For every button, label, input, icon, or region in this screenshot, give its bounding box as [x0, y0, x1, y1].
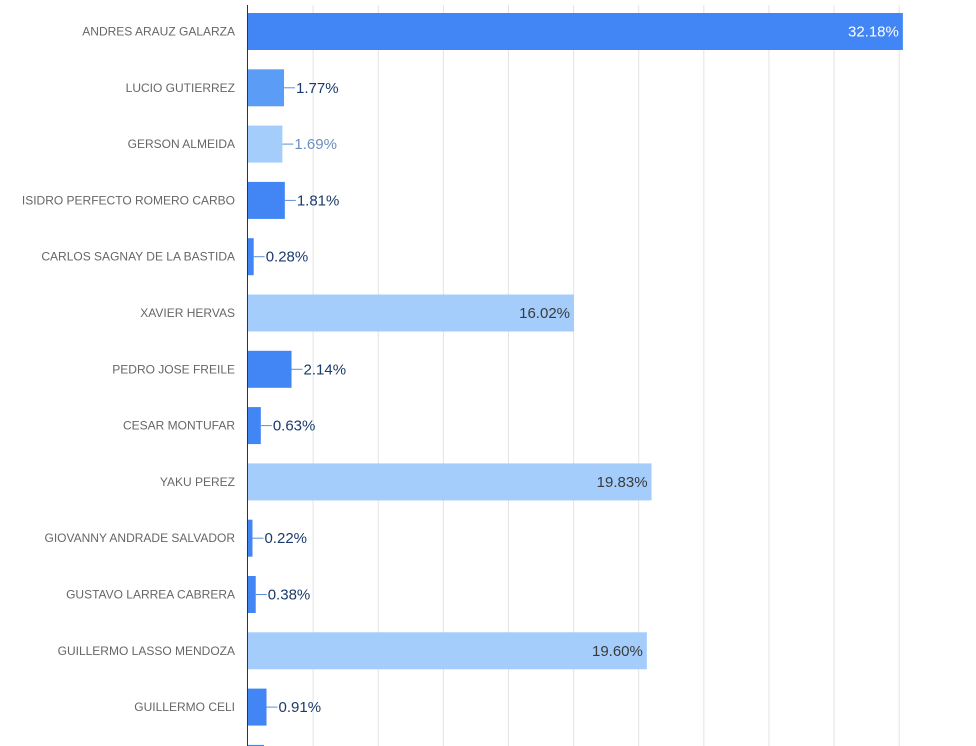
bar-1: [248, 69, 285, 107]
value-label-6: 2.14%: [304, 361, 347, 378]
category-label-12: GUILLERMO CELI: [134, 700, 235, 714]
category-labels: ANDRES ARAUZ GALARZA LUCIO GUTIERREZ GERSO…: [22, 25, 235, 715]
value-label-12: 0.91%: [279, 699, 322, 716]
value-label-1: 1.77%: [296, 80, 339, 97]
value-label-9: 0.22%: [264, 530, 307, 547]
value-label-11: 19.60%: [592, 643, 643, 660]
category-label-4: CARLOS SAGNAY DE LA BASTIDA: [41, 250, 235, 264]
value-label-2: 1.69%: [294, 136, 337, 153]
value-label-8: 19.83%: [597, 474, 648, 491]
value-labels: 32.18% 1.77% 1.69% 1.81% 0.28% 16.02% 2.14% 0.6…: [252, 24, 899, 716]
bar-partial: [248, 744, 264, 746]
gridlines: [312, 5, 900, 746]
bar-10: [248, 576, 256, 613]
category-label-9: GIOVANNY ANDRADE SALVADOR: [45, 531, 236, 545]
value-label-4: 0.28%: [266, 249, 309, 266]
bar-8: [248, 463, 652, 501]
bar-11: [248, 632, 647, 670]
category-label-11: GUILLERMO LASSO MENDOZA: [58, 644, 235, 658]
bar-12: [248, 688, 267, 726]
value-label-10: 0.38%: [268, 587, 311, 604]
value-label-5: 16.02%: [519, 305, 570, 322]
bar-6: [248, 350, 292, 388]
category-label-7: CESAR MONTUFAR: [123, 419, 235, 433]
category-label-6: PEDRO JOSE FREILE: [112, 362, 235, 376]
category-label-5: XAVIER HERVAS: [140, 306, 235, 320]
bar-3: [248, 181, 285, 219]
value-label-7: 0.63%: [273, 418, 316, 435]
bar-5: [248, 294, 575, 332]
category-label-3: ISIDRO PERFECTO ROMERO CARBO: [22, 193, 235, 207]
bar-2: [248, 125, 283, 163]
category-label-1: LUCIO GUTIERREZ: [126, 81, 235, 95]
bar-9: [248, 519, 253, 557]
bars: [248, 13, 903, 746]
value-label-3: 1.81%: [297, 192, 340, 209]
bar-4: [248, 238, 254, 276]
category-label-0: ANDRES ARAUZ GALARZA: [82, 25, 235, 39]
category-label-10: GUSTAVO LARREA CABRERA: [66, 588, 235, 602]
category-label-8: YAKU PEREZ: [160, 475, 235, 489]
category-label-2: GERSON ALMEIDA: [128, 137, 235, 151]
value-label-0: 32.18%: [848, 24, 899, 41]
bar-7: [248, 407, 261, 445]
bar-0: [248, 13, 903, 50]
